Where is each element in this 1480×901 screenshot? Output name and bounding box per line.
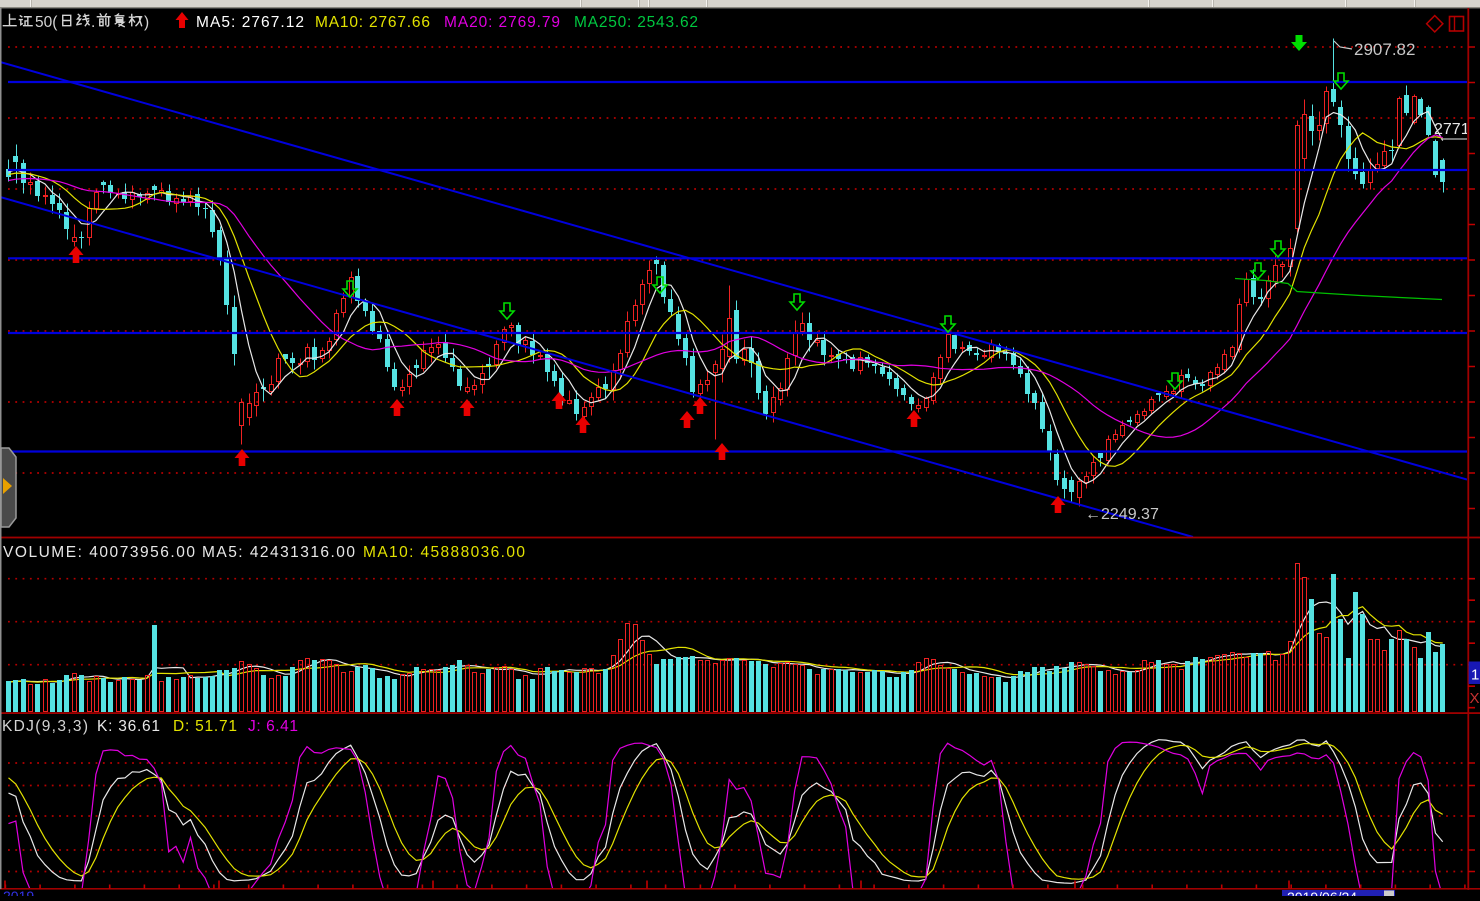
svg-text:MA20: 2769.79: MA20: 2769.79 — [444, 14, 560, 31]
svg-text:): ) — [144, 14, 149, 31]
svg-text:MA10: 45888036.00: MA10: 45888036.00 — [363, 544, 525, 561]
svg-text:K: 36.61: K: 36.61 — [97, 718, 160, 735]
svg-text:MA5: 2767.12: MA5: 2767.12 — [196, 14, 304, 31]
svg-text:D: 51.71: D: 51.71 — [173, 718, 237, 735]
svg-text:2771: 2771 — [1434, 121, 1470, 138]
svg-text:50(: 50( — [35, 14, 58, 31]
svg-text:X: X — [1470, 690, 1480, 707]
svg-text:MA250: 2543.62: MA250: 2543.62 — [574, 14, 698, 31]
svg-text:2019: 2019 — [3, 888, 34, 896]
svg-text:←2249.37: ←2249.37 — [1085, 506, 1159, 523]
svg-text:.: . — [91, 14, 95, 31]
svg-text:J: 6.41: J: 6.41 — [248, 718, 298, 735]
svg-text:1: 1 — [1471, 667, 1479, 684]
svg-text:MA10: 2767.66: MA10: 2767.66 — [315, 14, 430, 31]
svg-text:2907.82: 2907.82 — [1354, 40, 1415, 59]
svg-text:VOLUME: 40073956.00: VOLUME: 40073956.00 — [3, 544, 195, 561]
svg-text:2019/06/24: 2019/06/24 — [1287, 889, 1357, 896]
svg-text:KDJ(9,3,3): KDJ(9,3,3) — [2, 718, 88, 735]
